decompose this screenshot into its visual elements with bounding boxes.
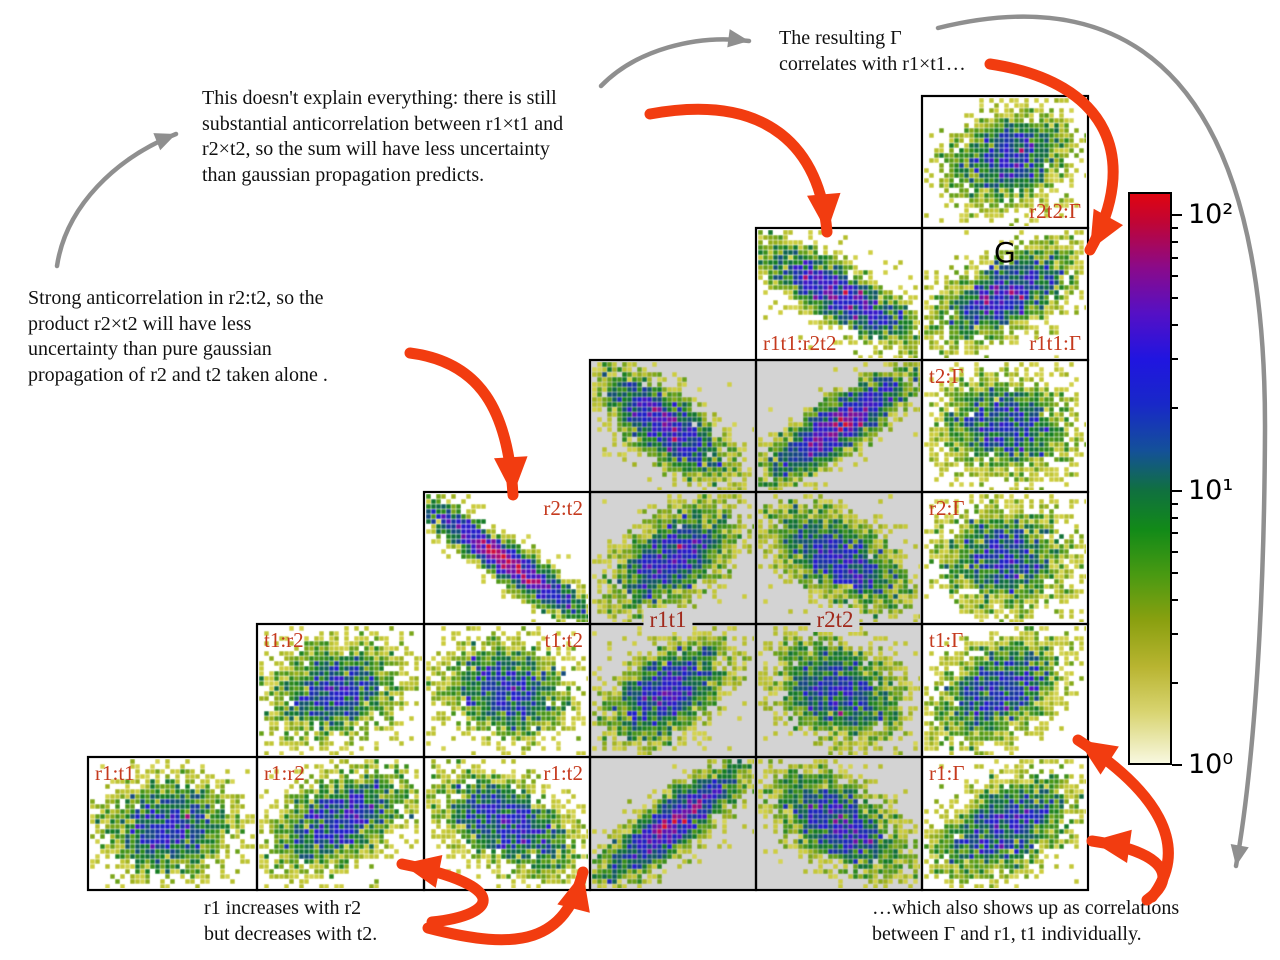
density-canvas (758, 626, 920, 755)
panel-label: r1:t1 (95, 761, 135, 785)
density-canvas (592, 494, 754, 622)
red-arrow-to-r2-t2-panel (404, 347, 528, 501)
colorbar-tick (1172, 572, 1178, 575)
colorbar-tick (1172, 226, 1178, 229)
panel-r2:t2: r2:t2 (424, 492, 590, 624)
panel-label: r2:Γ (929, 496, 965, 520)
density-canvas (592, 626, 754, 755)
gray-arrow-to-resulting-gamma (598, 29, 752, 89)
colorbar-tick (1172, 516, 1178, 519)
panel-label: t1:r2 (264, 628, 304, 652)
colorbar-tick (1172, 406, 1178, 409)
panel-label: t2:Γ (929, 364, 964, 388)
panel-cell-r3c3 (590, 492, 756, 624)
colorbar-tick (1172, 213, 1182, 217)
annotation-doesnt-explain: This doesn't explain everything: there i… (202, 87, 564, 186)
column-label-r2t2: r2t2 (810, 607, 860, 633)
panel-cell-r3c4 (756, 492, 922, 624)
panel-label: r1t1:r2t2 (763, 331, 837, 355)
colorbar (1128, 192, 1172, 765)
panel-label: t1:t2 (544, 628, 583, 652)
panel-t1:Γ: t1:Γ (922, 624, 1088, 757)
colorbar-tick (1172, 256, 1178, 259)
colorbar-tick (1172, 502, 1178, 505)
gamma-marker-label: G (994, 236, 1016, 269)
density-canvas (592, 759, 754, 888)
panel-r1t1:r2t2: r1t1:r2t2 (756, 228, 922, 360)
panel-r2t2:Γ: r2t2:Γ (922, 96, 1088, 228)
panel-label: r1:r2 (264, 761, 305, 785)
colorbar-tick (1172, 532, 1178, 535)
colorbar-tick (1172, 550, 1178, 553)
density-canvas (758, 494, 920, 622)
colorbar-tick (1172, 489, 1182, 493)
panel-t1:r2: t1:r2 (257, 624, 424, 757)
annotation-strong-anticorrelation: Strong anticorrelation in r2:t2, so the … (28, 287, 328, 386)
panel-t2:Γ: t2:Γ (922, 360, 1088, 492)
colorbar-tick (1172, 297, 1178, 300)
annotation-which-also: …which also shows up as correlations bet… (872, 897, 1180, 945)
colorbar-label-1e2: 10² (1188, 198, 1234, 230)
panel-r1:Γ: r1:Γ (922, 757, 1088, 890)
colorbar-tick (1172, 633, 1178, 636)
density-canvas (758, 362, 920, 490)
panel-r1:t1: r1:t1 (88, 757, 257, 890)
panel-cell-r5c3 (590, 757, 756, 890)
colorbar-tick (1172, 323, 1178, 326)
density-canvas (758, 759, 920, 888)
panel-label: r1:t2 (543, 761, 583, 785)
panel-r1:t2: r1:t2 (424, 757, 590, 890)
panel-cell-r5c4 (756, 757, 922, 890)
colorbar-tick (1172, 599, 1178, 602)
gray-arrow-to-doesnt-explain (54, 131, 179, 269)
panel-r2:Γ: r2:Γ (922, 492, 1088, 624)
colorbar-tick (1172, 358, 1178, 361)
red-arrow-to-r1-gamma-panel (1086, 829, 1169, 906)
panel-t1:t2: t1:t2 (424, 624, 590, 757)
colorbar-tick (1172, 681, 1178, 684)
colorbar-tick (1172, 240, 1178, 243)
colorbar-tick (1172, 763, 1182, 767)
panel-r1:r2: r1:r2 (257, 757, 424, 890)
panel-cell-r4c3 (590, 624, 756, 757)
column-label-r1t1: r1t1 (643, 607, 693, 633)
panel-cell-r2c3 (590, 360, 756, 492)
panel-label: t1:Γ (929, 628, 964, 652)
red-arrow-to-r1t1-r2t2-panel (644, 103, 841, 238)
panel-label: r2t2:Γ (1029, 199, 1081, 223)
panel-label: r2:t2 (543, 496, 583, 520)
colorbar-label-1e0: 10⁰ (1188, 748, 1234, 780)
panel-label: r1:Γ (929, 761, 965, 785)
panel-cell-r4c4 (756, 624, 922, 757)
colorbar-label-1e1: 10¹ (1188, 474, 1234, 506)
colorbar-tick (1172, 275, 1178, 278)
annotation-resulting-gamma: The resulting Γ correlates with r1×t1… (779, 27, 966, 75)
annotation-r1-increases: r1 increases with r2 but decreases with … (204, 897, 378, 945)
panel-label: r1t1:Γ (1029, 331, 1081, 355)
panel-cell-r2c4 (756, 360, 922, 492)
density-canvas (592, 362, 754, 490)
